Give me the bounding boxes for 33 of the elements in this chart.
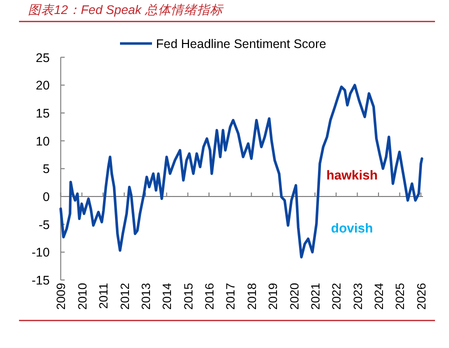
x-tick-label: 2015: [181, 282, 196, 310]
y-tick-label: -5: [38, 218, 50, 232]
y-tick-label: -10: [32, 246, 50, 260]
x-tick-label: 2019: [266, 282, 280, 310]
x-tick-label: 2022: [330, 282, 344, 310]
y-tick-label: 10: [36, 134, 50, 148]
x-tick-label: 2017: [224, 282, 238, 310]
y-tick-label: 0: [42, 190, 50, 204]
x-tick-label: 2018: [244, 282, 259, 310]
y-tick-label: 20: [36, 78, 50, 93]
x-tick-label: 2012: [118, 282, 132, 310]
x-tick-label: 2023: [350, 282, 365, 310]
legend-label: Fed Headline Sentiment Score: [156, 37, 326, 51]
annotation: dovish: [331, 220, 373, 236]
x-tick-label: 2021: [308, 282, 322, 310]
x-tick-label: 2011: [96, 282, 111, 309]
x-tick-label: 2016: [202, 282, 217, 310]
chart-title: 图表12：Fed Speak 总体情绪指标: [28, 3, 224, 17]
line-series: [59, 84, 424, 258]
y-tick-label: -15: [32, 274, 50, 288]
x-tick-label: 2025: [393, 282, 408, 310]
y-tick-label: 5: [42, 162, 50, 176]
x-tick-label: 2026: [414, 282, 428, 310]
x-tick-label: 2009: [54, 282, 68, 310]
x-tick-label: 2020: [287, 282, 302, 310]
y-tick-label: 25: [36, 50, 50, 65]
y-tick-label: 15: [36, 106, 50, 120]
x-tick-label: 2010: [75, 282, 90, 310]
x-tick-label: 2013: [138, 282, 153, 310]
annotation: hawkish: [326, 167, 378, 182]
x-tick-label: 2014: [160, 282, 174, 310]
legend: Fed Headline Sentiment Score: [120, 37, 326, 51]
x-tick-label: 2024: [372, 282, 386, 310]
